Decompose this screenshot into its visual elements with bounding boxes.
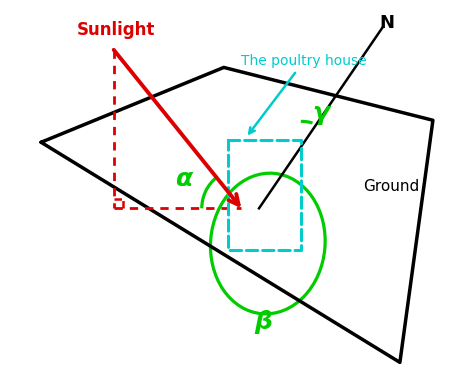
Text: Ground: Ground [363, 179, 419, 194]
Text: γ: γ [312, 101, 329, 125]
Text: β: β [255, 310, 273, 334]
Text: N: N [379, 14, 394, 32]
Text: α: α [175, 167, 192, 191]
Text: The poultry house: The poultry house [241, 54, 367, 133]
Text: Sunlight: Sunlight [76, 21, 155, 39]
